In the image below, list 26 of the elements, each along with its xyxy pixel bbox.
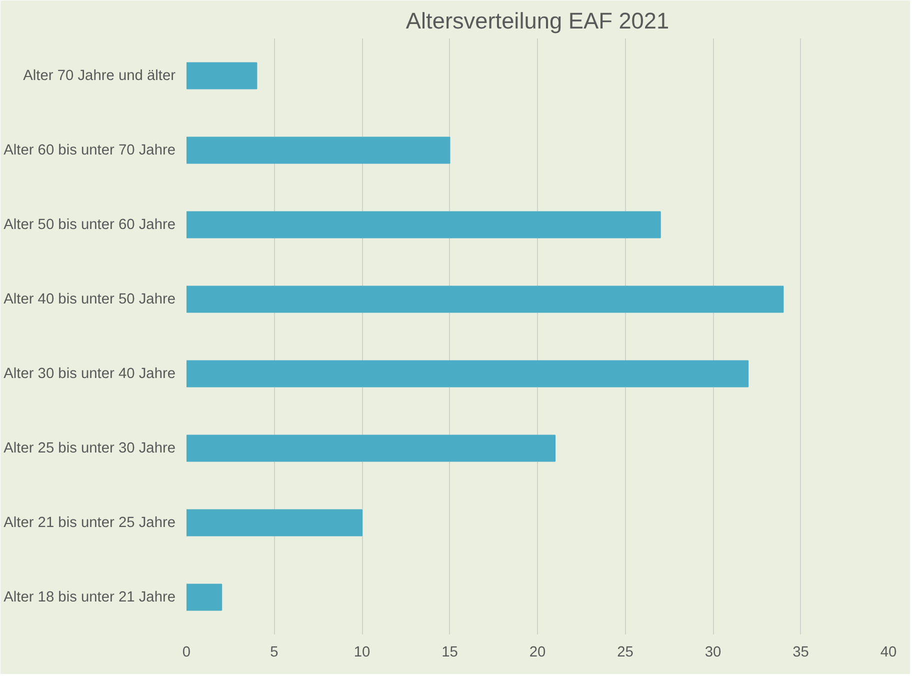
bar bbox=[186, 136, 450, 164]
x-tick-label: 35 bbox=[792, 644, 809, 660]
chart-title: Altersverteilung EAF 2021 bbox=[406, 8, 670, 34]
x-tick-label: 40 bbox=[880, 644, 897, 660]
x-tick-label: 0 bbox=[182, 644, 191, 660]
x-tick-label: 30 bbox=[704, 644, 722, 660]
bar bbox=[186, 509, 362, 536]
bar bbox=[186, 286, 784, 313]
y-tick-label: Alter 70 Jahre und älter bbox=[23, 68, 176, 84]
x-tick-label: 10 bbox=[354, 644, 370, 660]
y-tick-label: Alter 50 bis unter 60 Jahre bbox=[4, 216, 176, 233]
x-tick-label: 15 bbox=[442, 644, 458, 660]
x-tick-label: 5 bbox=[270, 644, 278, 660]
bar bbox=[186, 211, 661, 238]
y-tick-label: Alter 60 bis unter 70 Jahre bbox=[4, 142, 176, 158]
y-tick-label: Alter 18 bis unter 21 Jahre bbox=[4, 589, 176, 606]
y-tick-label: Alter 25 bis unter 30 Jahre bbox=[4, 440, 176, 456]
bar bbox=[186, 434, 556, 462]
x-tick-label: 20 bbox=[529, 644, 546, 660]
bar bbox=[186, 62, 258, 90]
bar bbox=[186, 360, 749, 388]
bar bbox=[186, 584, 222, 611]
x-tick-label: 25 bbox=[617, 644, 634, 660]
y-tick-label: Alter 40 bis unter 50 Jahre bbox=[4, 291, 176, 308]
y-tick-label: Alter 30 bis unter 40 Jahre bbox=[4, 366, 176, 382]
y-tick-label: Alter 21 bis unter 25 Jahre bbox=[4, 514, 176, 531]
